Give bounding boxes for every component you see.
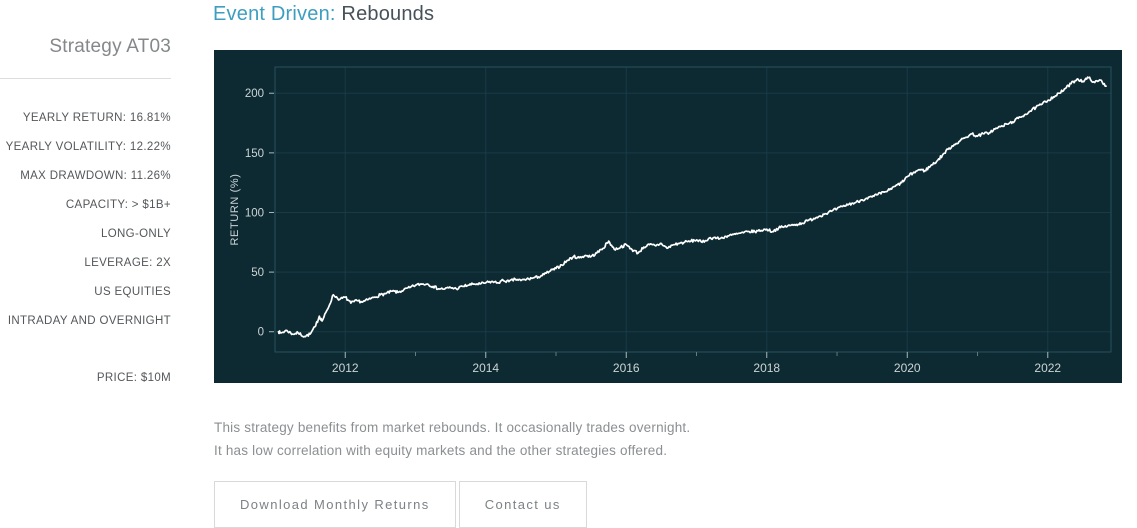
stat-yearly-volatility: YEARLY VOLATILITY: 12.22%	[5, 141, 171, 153]
strategy-description: This strategy benefits from market rebou…	[214, 416, 914, 462]
returns-chart-canvas: 0 50 100 150 200 2012 2014 2016 2018 2020 2022 RETU…	[229, 66, 1112, 375]
stat-intraday-overnight: INTRADAY AND OVERNIGHT	[7, 315, 171, 327]
plot-border	[274, 66, 1112, 353]
y-axis-label: RETURN (%)	[229, 174, 241, 246]
y-tick-label: 50	[251, 267, 264, 279]
stat-max-drawdown: MAX DRAWDOWN: 11.26%	[20, 170, 171, 182]
y-tick-label: 150	[245, 148, 264, 160]
x-tick-label: 2022	[1034, 361, 1061, 375]
y-tick-label: 100	[245, 207, 264, 219]
contact-us-button[interactable]: Contact us	[458, 481, 587, 528]
strategy-name: Rebounds	[341, 3, 435, 25]
stat-leverage: LEVERAGE: 2X	[84, 257, 171, 269]
x-tick-label: 2012	[332, 361, 359, 375]
strategy-stats-list: YEARLY RETURN: 16.81% YEARLY VOLATILITY:…	[0, 104, 171, 336]
stat-long-only: LONG-ONLY	[100, 228, 171, 240]
stat-capacity: CAPACITY: > $1B+	[65, 199, 171, 211]
strategy-category: Event Driven:	[213, 3, 336, 25]
description-line-2: It has low correlation with equity marke…	[214, 443, 668, 458]
strategy-title: Strategy AT03	[49, 36, 171, 57]
download-monthly-returns-button[interactable]: Download Monthly Returns	[214, 481, 456, 528]
sidebar-divider	[0, 78, 171, 79]
x-tick-label: 2016	[613, 361, 640, 375]
page-title: Event Driven: Rebounds	[213, 3, 434, 26]
return-series-line	[277, 76, 1107, 338]
x-tick-label: 2018	[753, 361, 780, 375]
stat-price: PRICE: $10M	[96, 372, 171, 384]
returns-chart: 0 50 100 150 200 2012 2014 2016 2018 2020 2022 RETU…	[214, 50, 1122, 383]
action-buttons: Download Monthly Returns Contact us	[214, 481, 587, 528]
y-tick-label: 200	[245, 88, 264, 100]
y-tick-label: 0	[258, 327, 264, 339]
stat-us-equities: US EQUITIES	[94, 286, 171, 298]
description-line-1: This strategy benefits from market rebou…	[214, 420, 691, 435]
x-tick-label: 2014	[472, 361, 499, 375]
x-tick-label: 2020	[894, 361, 921, 375]
stat-yearly-return: YEARLY RETURN: 16.81%	[22, 112, 171, 124]
